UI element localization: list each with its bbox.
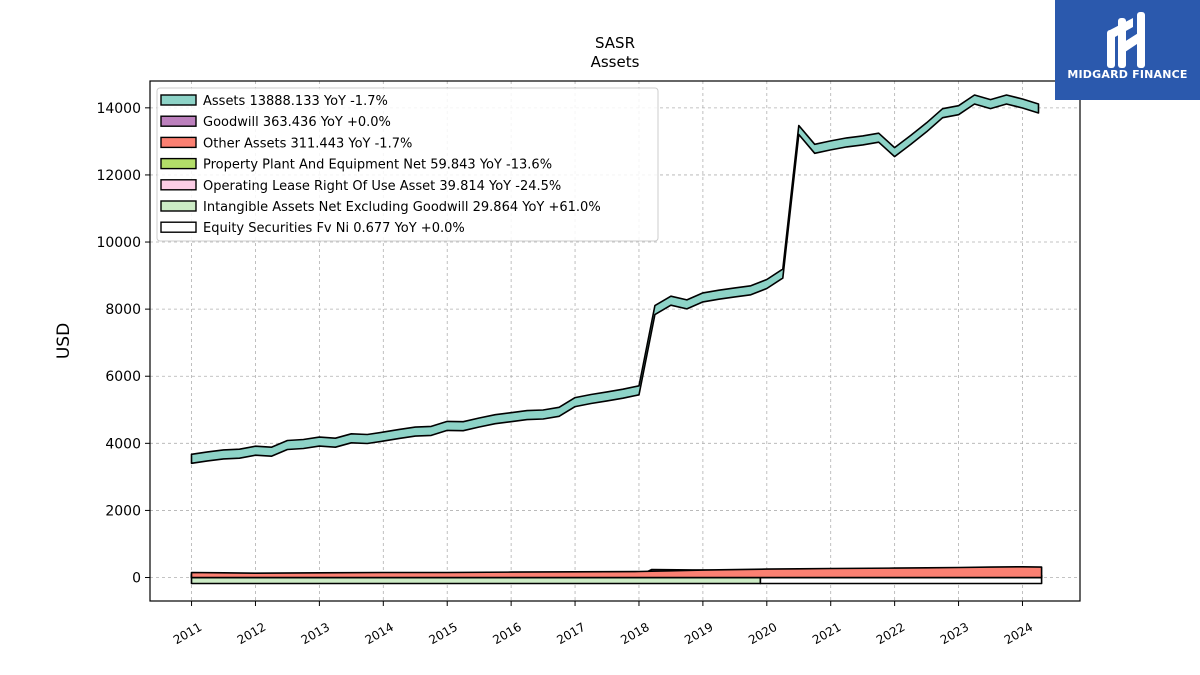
legend-swatch bbox=[160, 200, 197, 212]
y-tick-label: 8000 bbox=[105, 302, 141, 318]
x-tick-label: 2012 bbox=[235, 620, 268, 647]
legend-label: Property Plant And Equipment Net 59.843 … bbox=[203, 158, 552, 173]
midgard-logo-icon bbox=[1107, 12, 1145, 68]
x-tick-label: 2017 bbox=[554, 620, 587, 647]
series-other-assets bbox=[190, 566, 1043, 579]
x-tick-label: 2020 bbox=[746, 620, 779, 647]
x-tick-label: 2016 bbox=[490, 620, 523, 647]
x-tick-label: 2023 bbox=[938, 620, 971, 647]
x-tick-label: 2014 bbox=[363, 620, 396, 647]
series-assets bbox=[190, 94, 1040, 465]
legend-swatch bbox=[160, 179, 197, 191]
x-axis-ticks: 2011 2012 2013 2014 2015 2016 2017 2018 2019 2020… bbox=[171, 601, 1035, 647]
brand-logo: MIDGARD FINANCE bbox=[1055, 0, 1200, 100]
y-tick-label: 2000 bbox=[105, 503, 141, 519]
y-tick-label: 0 bbox=[132, 571, 141, 587]
y-axis-ticks: 0 2000 4000 6000 8000 10000 12000 14000 bbox=[96, 101, 150, 587]
legend: Assets 13888.133 YoY -1.7% Goodwill 363.4… bbox=[156, 87, 659, 242]
legend-swatch bbox=[160, 94, 197, 106]
legend-label: Operating Lease Right Of Use Asset 39.81… bbox=[203, 179, 561, 194]
x-tick-label: 2021 bbox=[810, 620, 843, 647]
legend-swatch bbox=[160, 136, 197, 149]
y-tick-label: 6000 bbox=[105, 369, 141, 385]
legend-label: Goodwill 363.436 YoY +0.0% bbox=[203, 115, 391, 130]
chart-subtitle: Assets bbox=[591, 53, 640, 71]
series-layer bbox=[190, 94, 1043, 585]
y-axis-label: USD bbox=[54, 323, 74, 359]
legend-swatch bbox=[160, 221, 197, 233]
y-tick-label: 12000 bbox=[96, 168, 141, 184]
legend-label: Assets 13888.133 YoY -1.7% bbox=[203, 94, 388, 109]
brand-name: MIDGARD FINANCE bbox=[1067, 68, 1188, 81]
x-tick-label: 2024 bbox=[1002, 620, 1035, 647]
legend-swatch bbox=[160, 115, 197, 127]
plot-frame bbox=[149, 80, 1081, 602]
legend-label: Equity Securities Fv Ni 0.677 YoY +0.0% bbox=[203, 221, 465, 236]
x-tick-label: 2019 bbox=[682, 620, 715, 647]
x-tick-label: 2018 bbox=[618, 620, 651, 647]
x-tick-label: 2022 bbox=[874, 620, 907, 647]
y-tick-label: 4000 bbox=[105, 436, 141, 452]
x-tick-label: 2011 bbox=[171, 620, 204, 647]
legend-label: Intangible Assets Net Excluding Goodwill… bbox=[203, 200, 601, 215]
legend-label: Other Assets 311.443 YoY -1.7% bbox=[203, 136, 412, 151]
y-tick-label: 10000 bbox=[96, 235, 141, 251]
legend-swatch bbox=[160, 157, 197, 170]
y-tick-label: 14000 bbox=[96, 101, 141, 117]
chart-title: SASR bbox=[595, 34, 635, 52]
legend-box bbox=[156, 87, 659, 242]
x-tick-label: 2013 bbox=[299, 620, 332, 647]
x-tick-label: 2015 bbox=[426, 620, 459, 647]
